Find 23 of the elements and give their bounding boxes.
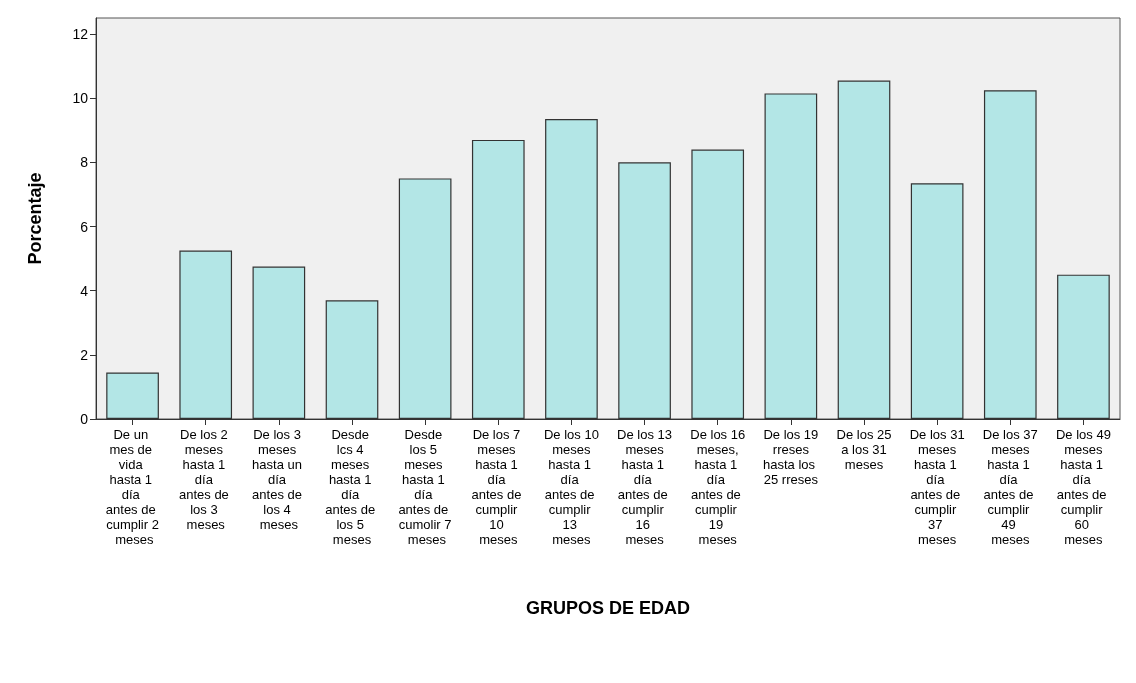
x-tick-label: De los 2 meses hasta 1 día antes de los 3 meses [178,427,233,532]
y-tick-label: 12 [72,26,89,43]
x-tick-label: De los 37 meses hasta 1 día antes de cumplir 49 meses [982,427,1038,547]
y-tick-label: 8 [80,154,89,171]
y-axis-title: Porcentaje [25,172,45,265]
y-tick-label: 4 [80,282,89,299]
x-tick-label: Desde lcs 4 meses hasta 1 día antes de los 5 meses [325,427,379,547]
x-tick-label: De los 7 meses hasta 1 día antes de cumplir 10 meses [471,427,526,547]
y-tick-label: 10 [72,90,89,107]
x-tick-label: De los 3 meses hasta un día antes de los 4 meses [252,427,306,532]
x-tick-label: De un mes de vida hasta 1 día antes de cumplir 2 meses [105,427,160,547]
y-tick-label: 0 [80,411,89,427]
x-tick-label: De los 31 meses hasta 1 día antes de cumplir 37 meses [909,427,965,547]
y-tick-label: 6 [80,218,89,235]
x-axis-title: GRUPOS DE EDAD [525,598,691,618]
x-tick-label: De los 13 meses hasta 1 día antes de cumplir 16 meses [617,427,673,547]
x-tick-label: Desde los 5 meses hasta 1 día antes de cumolir 7 meses [398,427,452,547]
x-tick-label: De los 10 meses hasta 1 día antes de cumplir 13 meses [543,427,599,547]
x-tick-label: De los 25 a los 31 meses [836,427,892,472]
x-tick-label: De los 19 rreses hasta los 25 rreses [763,427,819,487]
x-tick-label: De los 49 meses hasta 1 día antes de cumplir 60 meses [1055,427,1111,547]
y-tick-label: 2 [80,346,89,363]
x-tick-label: De los 16 meses, hasta 1 día antes de cumplir 19 meses [690,427,746,547]
